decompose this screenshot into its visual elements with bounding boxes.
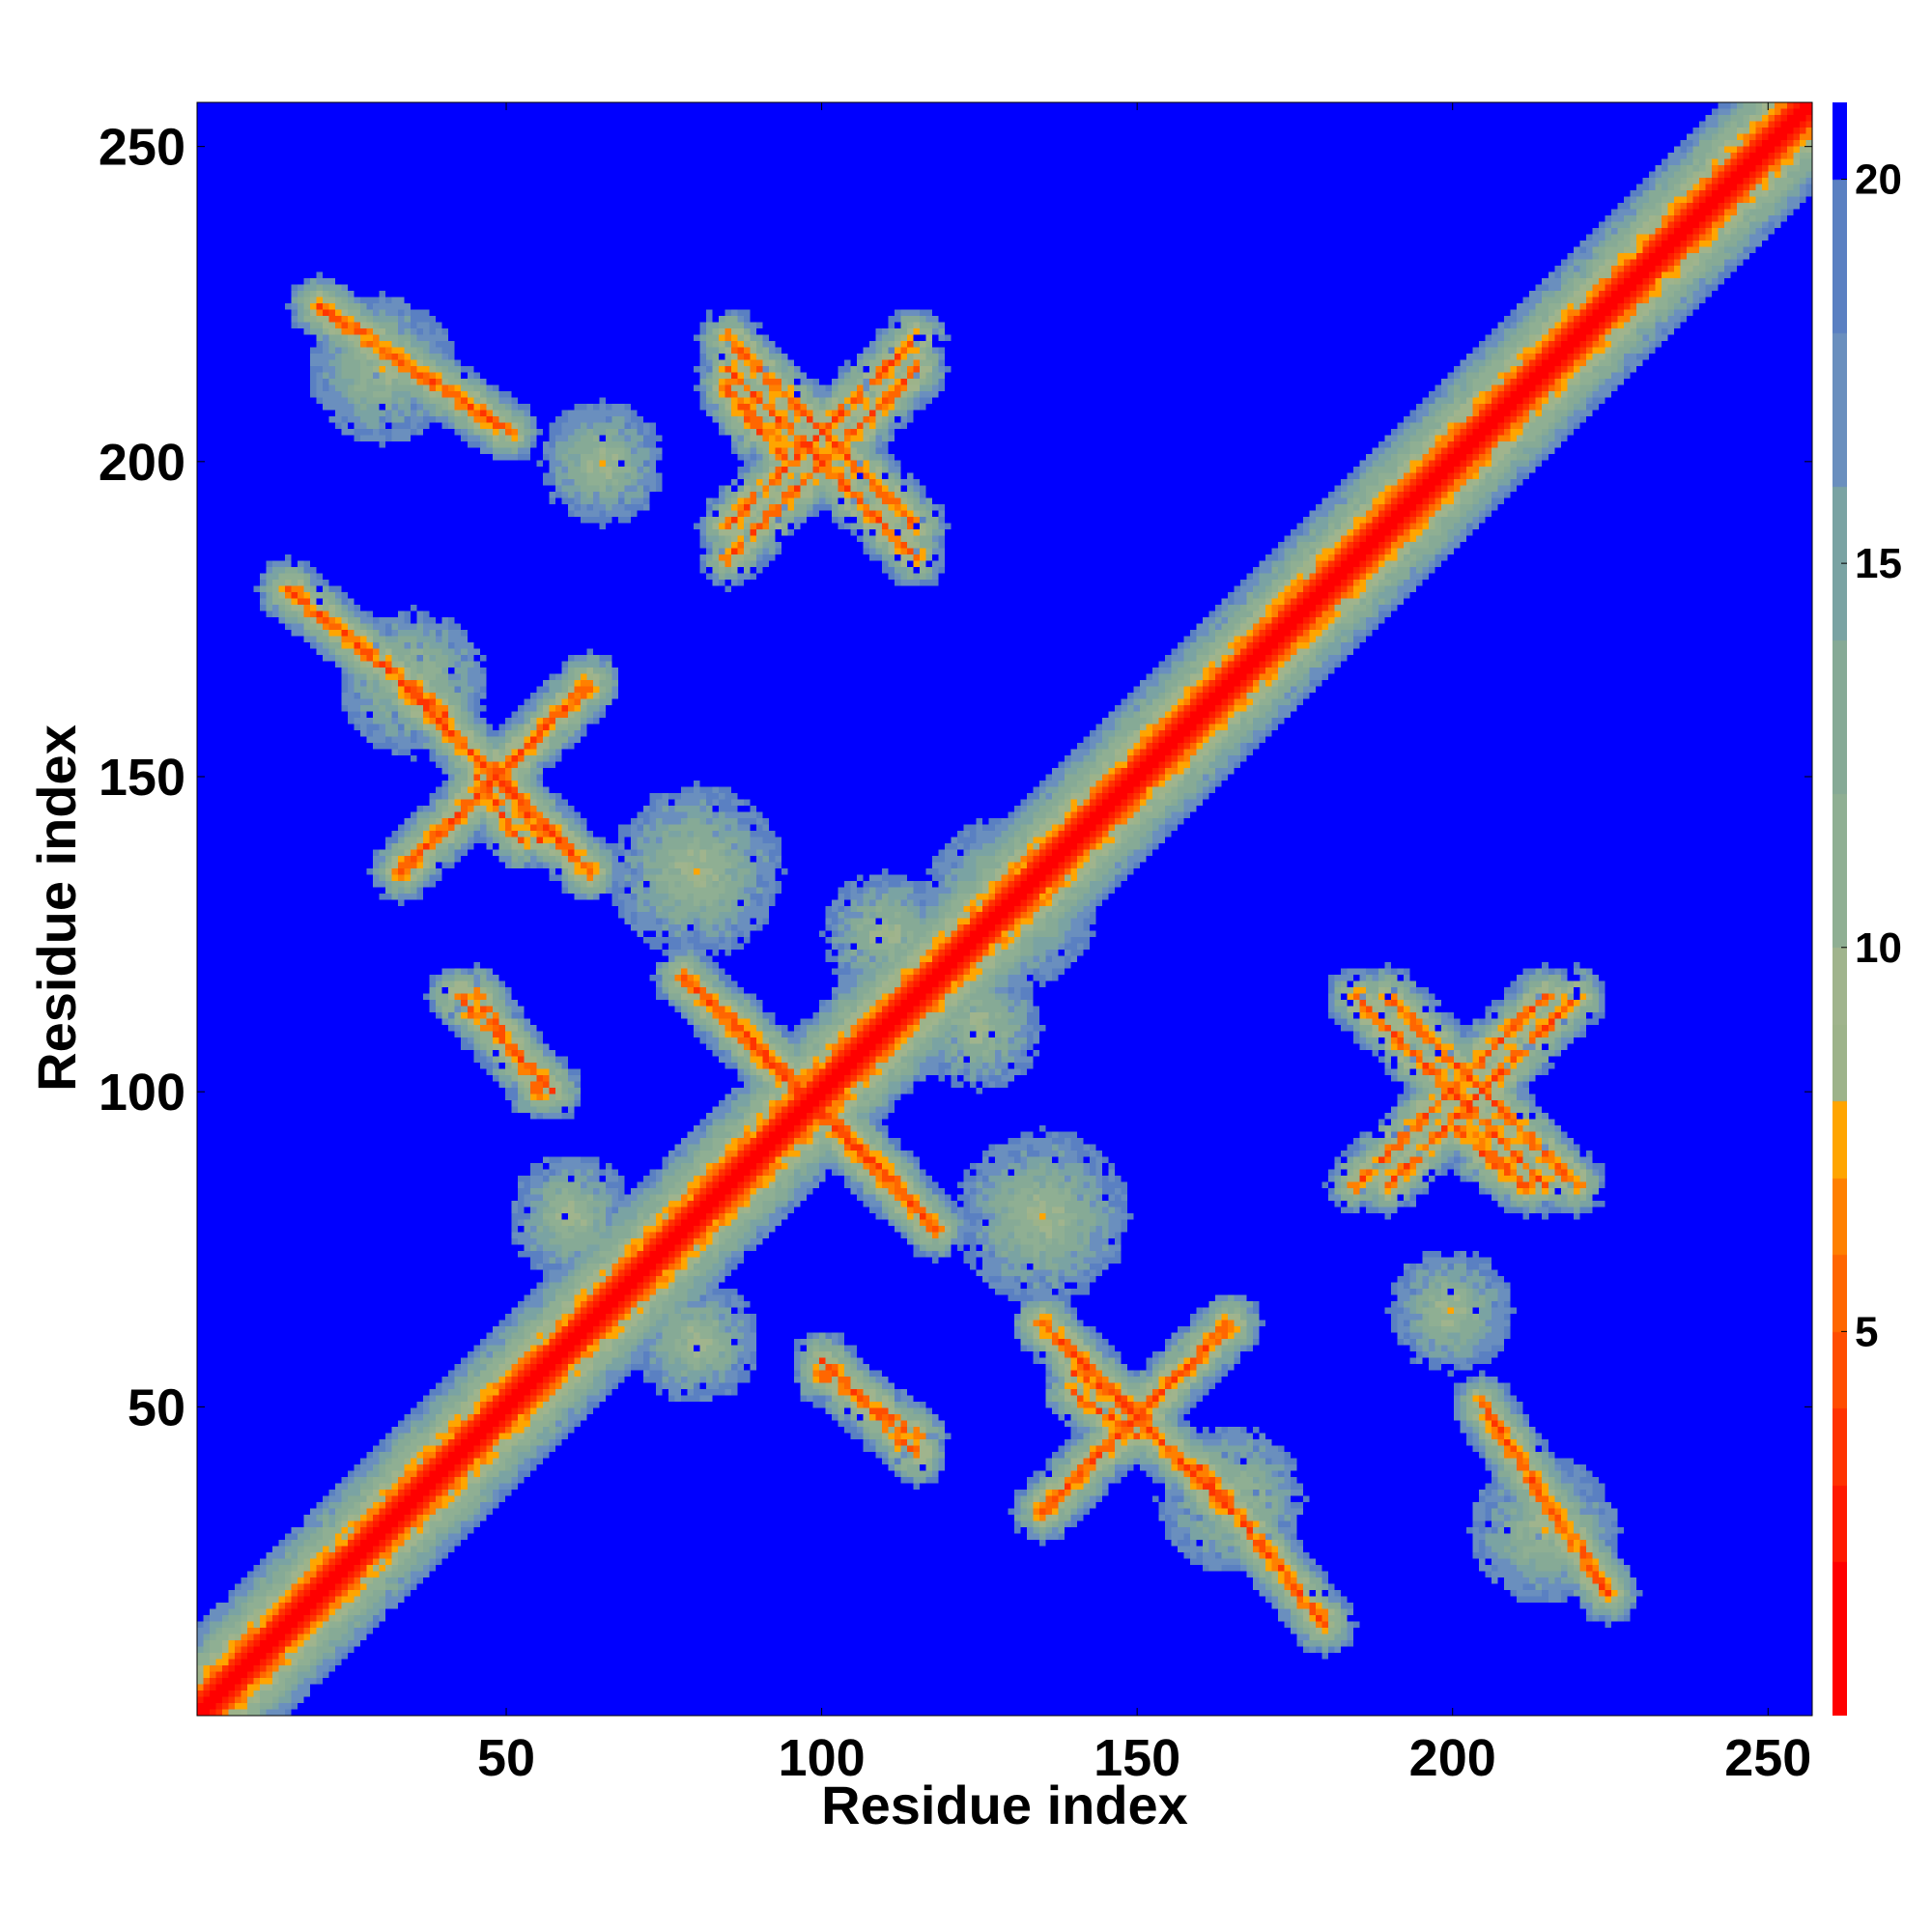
colorbar-tick-label: 5 [1855,1308,1878,1355]
x-axis-label: Residue index [821,1775,1188,1835]
heatmap-plot [197,102,1812,1716]
colorbar [1833,102,1847,1716]
y-tick-label: 200 [99,434,185,492]
x-tick-label: 200 [1409,1729,1496,1787]
y-tick-label: 100 [99,1064,185,1122]
y-tick-label: 250 [99,119,185,177]
x-tick-label: 250 [1724,1729,1811,1787]
x-tick-label: 50 [477,1729,535,1787]
x-axis-ticks: 50 100 150 200 250 [477,102,1811,1787]
y-axis-label: Residue index [26,724,87,1092]
colorbar-tick-label: 20 [1855,156,1902,204]
colorbar-ticks: 5 10 15 20 [1841,156,1902,1355]
y-tick-label: 50 [128,1378,185,1436]
y-axis-ticks: 50 100 150 200 250 [99,119,1812,1436]
plot-frame [196,101,1813,1717]
colorbar-tick-label: 10 [1855,924,1902,972]
y-tick-label: 150 [99,749,185,807]
colorbar-tick-label: 15 [1855,540,1902,587]
x-tick-label: 100 [779,1729,866,1787]
x-tick-label: 150 [1094,1729,1180,1787]
